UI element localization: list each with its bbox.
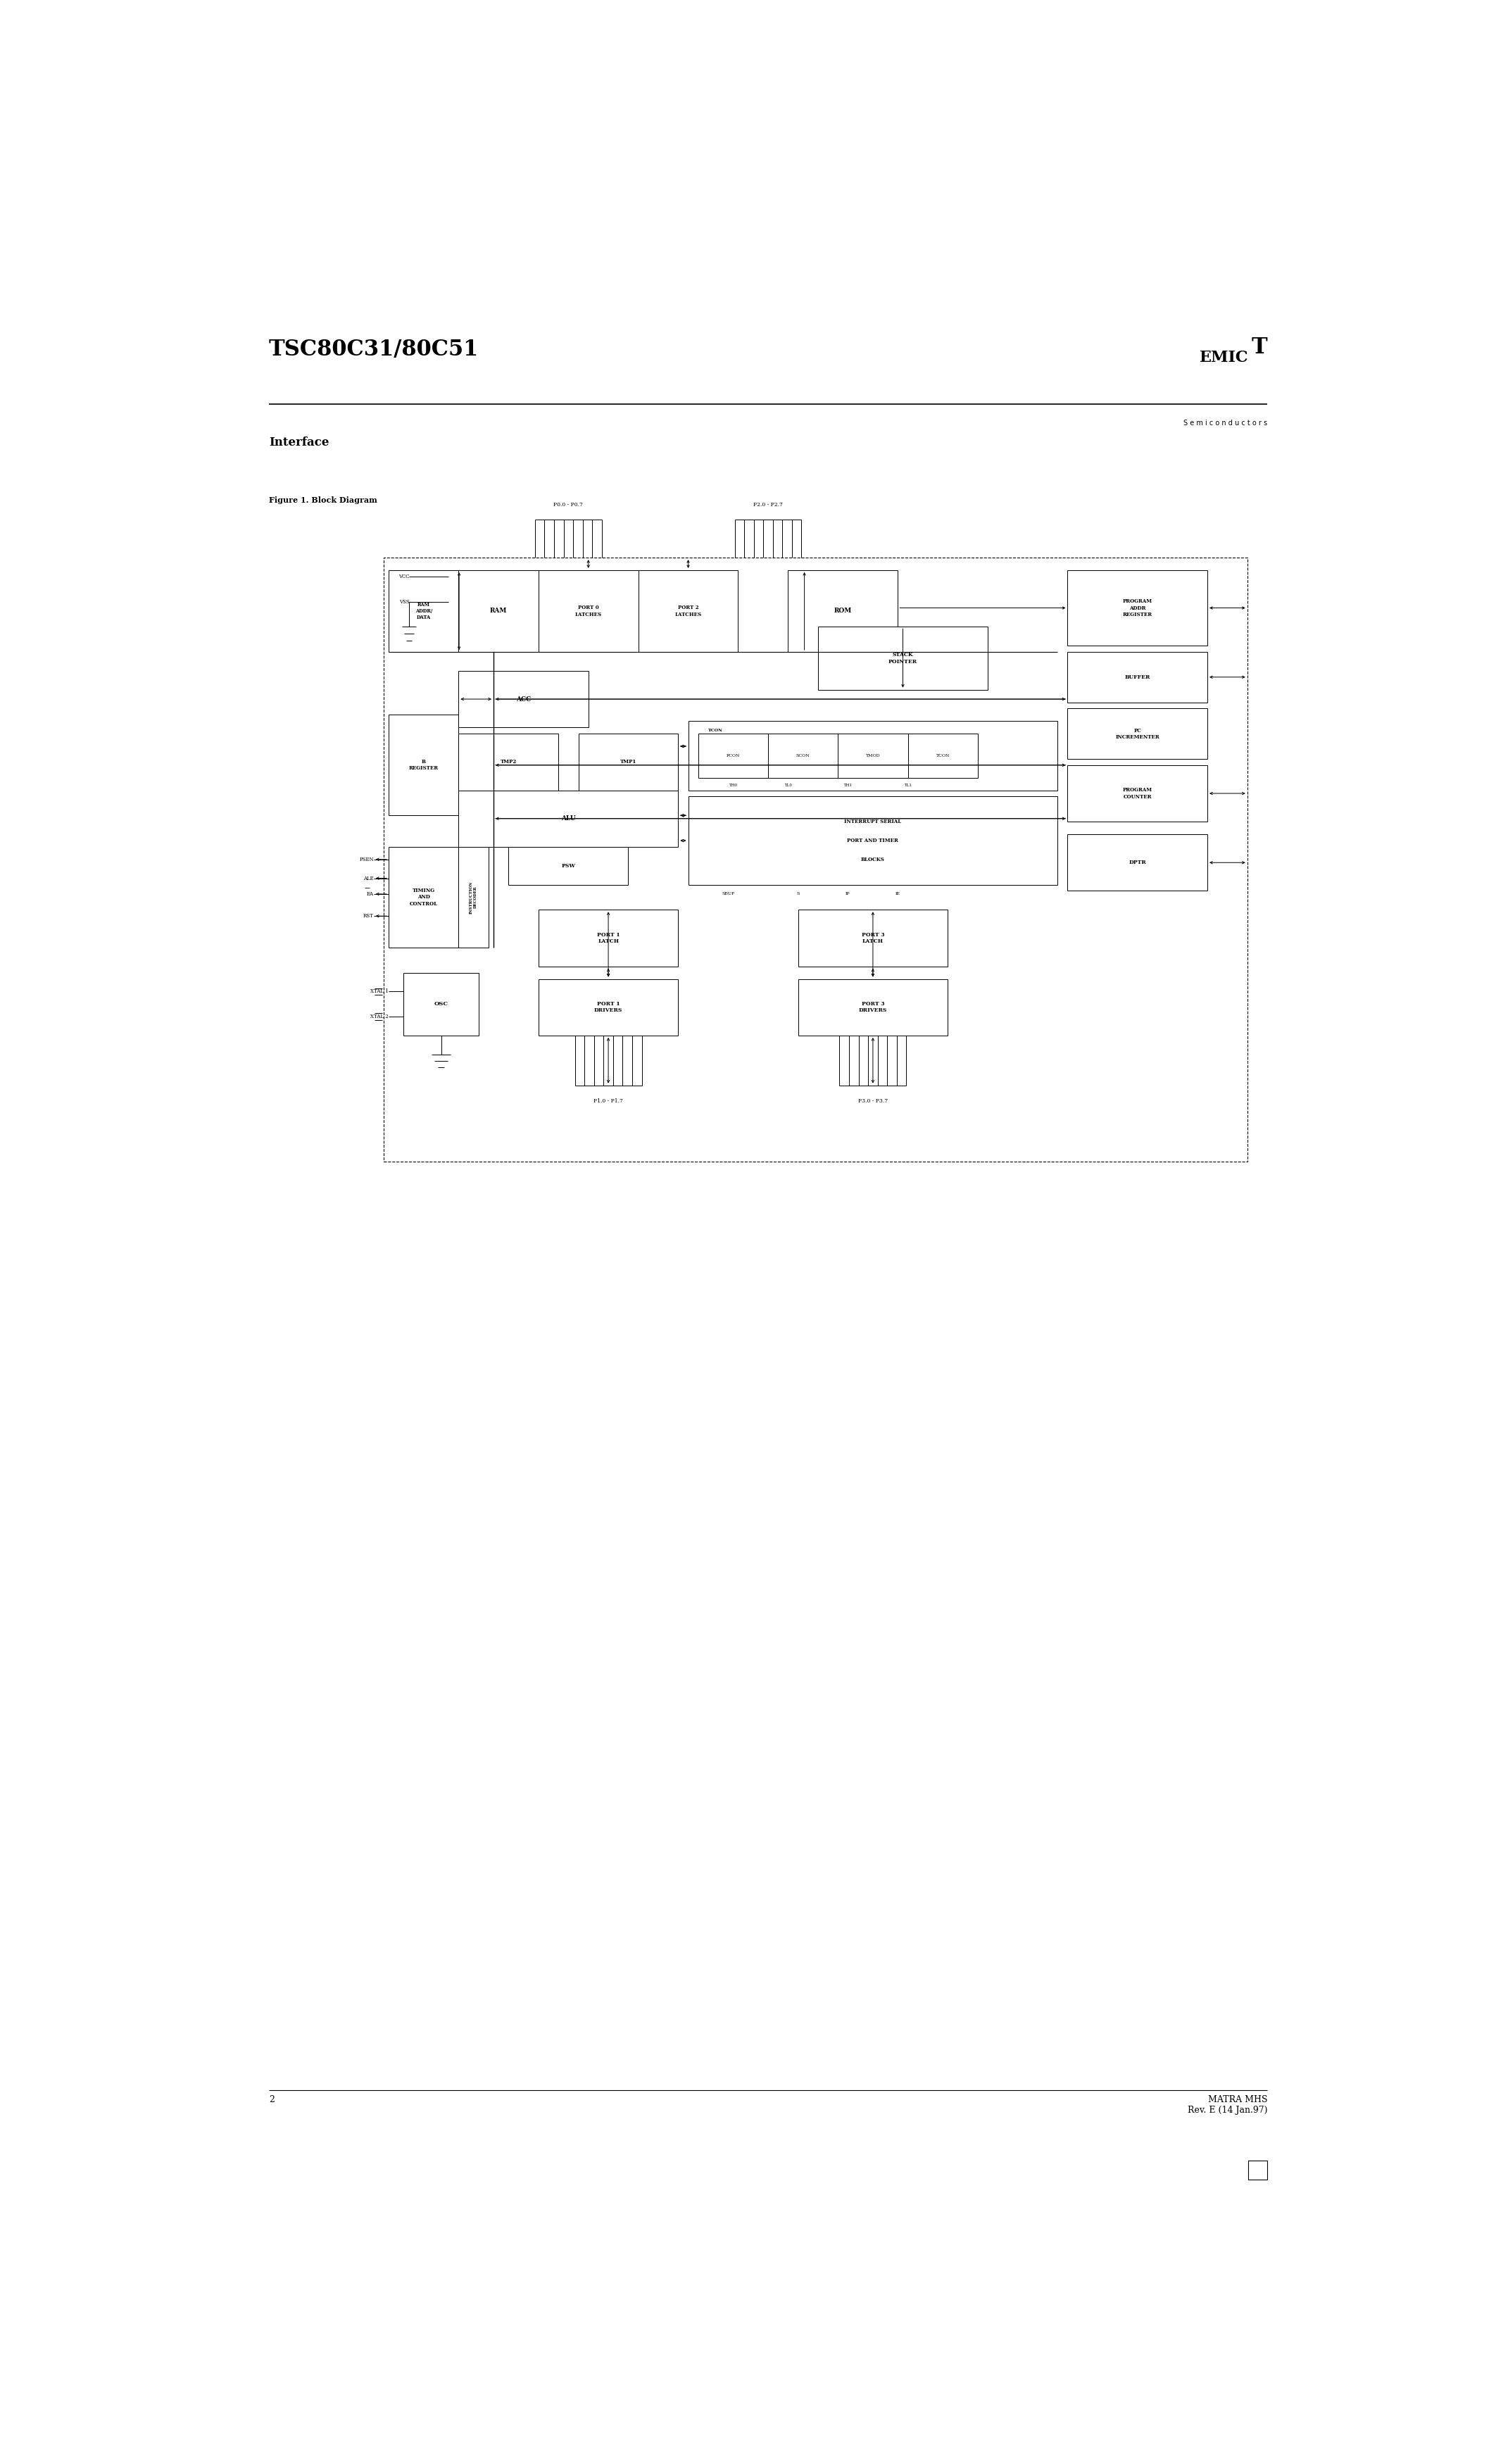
Text: 2: 2 xyxy=(269,2094,274,2104)
Text: XTAL 2: XTAL 2 xyxy=(371,1013,389,1020)
Text: IE: IE xyxy=(896,892,901,897)
Bar xyxy=(639,569,738,653)
Text: IP: IP xyxy=(845,892,850,897)
Bar xyxy=(797,909,948,966)
Text: PORT 3
LATCH: PORT 3 LATCH xyxy=(862,931,884,944)
Bar xyxy=(1068,766,1207,821)
Text: ACC: ACC xyxy=(516,695,531,702)
Text: RAM
ADDR/
DATA: RAM ADDR/ DATA xyxy=(414,601,432,621)
Bar xyxy=(539,909,678,966)
Text: PORT AND TIMER: PORT AND TIMER xyxy=(847,838,899,843)
Text: P2.0 - P2.7: P2.0 - P2.7 xyxy=(754,503,782,508)
Bar xyxy=(788,569,898,653)
Text: INSTRUCTION
DECODER: INSTRUCTION DECODER xyxy=(470,882,477,914)
Bar xyxy=(688,722,1058,791)
Text: T: T xyxy=(1251,335,1267,357)
Text: XTAL 1: XTAL 1 xyxy=(371,988,389,995)
Bar xyxy=(699,734,767,779)
Text: STACK
POINTER: STACK POINTER xyxy=(889,653,917,665)
Text: P0.0 - P0.7: P0.0 - P0.7 xyxy=(554,503,583,508)
Text: ALE: ALE xyxy=(364,875,374,882)
Text: PORT 1
DRIVERS: PORT 1 DRIVERS xyxy=(594,1000,622,1013)
Text: S e m i c o n d u c t o r s: S e m i c o n d u c t o r s xyxy=(1183,419,1267,426)
Bar xyxy=(539,569,639,653)
Text: EMIC: EMIC xyxy=(1200,350,1248,365)
Text: RAM: RAM xyxy=(489,609,507,614)
Bar xyxy=(908,734,978,779)
Bar xyxy=(1068,710,1207,759)
Bar xyxy=(459,791,678,848)
Text: MATRA MHS
Rev. E (14 Jan.97): MATRA MHS Rev. E (14 Jan.97) xyxy=(1188,2094,1267,2114)
Text: S: S xyxy=(796,892,799,897)
Text: TL0: TL0 xyxy=(784,784,791,786)
Text: OSC: OSC xyxy=(434,1000,449,1008)
Bar xyxy=(767,734,838,779)
Text: TMOD: TMOD xyxy=(866,754,880,756)
Bar xyxy=(1068,569,1207,646)
Bar xyxy=(389,848,459,949)
Bar xyxy=(818,626,987,690)
Text: TH1: TH1 xyxy=(844,784,853,786)
Text: PSEN: PSEN xyxy=(359,857,374,862)
Bar xyxy=(1248,2161,1267,2181)
Text: Interface: Interface xyxy=(269,436,329,448)
Text: PC
INCREMENTER: PC INCREMENTER xyxy=(1116,727,1159,739)
Text: TIMING
AND
CONTROL: TIMING AND CONTROL xyxy=(410,887,438,907)
Bar xyxy=(797,978,948,1035)
Text: PROGRAM
ADDR
REGISTER: PROGRAM ADDR REGISTER xyxy=(1122,599,1152,616)
Bar xyxy=(383,557,1248,1161)
Bar xyxy=(389,715,459,816)
Bar xyxy=(389,569,459,653)
Bar xyxy=(579,734,678,791)
Bar xyxy=(459,670,588,727)
Text: PORT 2
LATCHES: PORT 2 LATCHES xyxy=(675,606,702,616)
Bar xyxy=(509,848,628,885)
Text: VCC: VCC xyxy=(398,574,410,579)
Text: SBUF: SBUF xyxy=(721,892,735,897)
Bar xyxy=(1068,835,1207,892)
Text: P1.0 - P1.7: P1.0 - P1.7 xyxy=(594,1099,622,1104)
Bar xyxy=(1068,653,1207,702)
Text: PORT 1
LATCH: PORT 1 LATCH xyxy=(597,931,619,944)
Text: TMP1: TMP1 xyxy=(621,759,636,764)
Text: ALU: ALU xyxy=(561,816,576,821)
Text: DPTR: DPTR xyxy=(1129,860,1146,865)
Bar xyxy=(459,734,558,791)
Text: PORT 0
LATCHES: PORT 0 LATCHES xyxy=(574,606,601,616)
Text: PROGRAM
COUNTER: PROGRAM COUNTER xyxy=(1122,788,1152,798)
Text: VSS: VSS xyxy=(399,599,410,604)
Text: BUFFER: BUFFER xyxy=(1125,675,1150,680)
Bar xyxy=(539,978,678,1035)
Text: RST: RST xyxy=(364,914,374,919)
Bar xyxy=(404,973,479,1035)
Text: TL1: TL1 xyxy=(904,784,911,786)
Text: TH0: TH0 xyxy=(729,784,738,786)
Text: ROM: ROM xyxy=(835,609,851,614)
Text: B
REGISTER: B REGISTER xyxy=(408,759,438,771)
Bar xyxy=(459,848,489,949)
Text: BLOCKS: BLOCKS xyxy=(862,857,884,862)
Text: TSC80C31/80C51: TSC80C31/80C51 xyxy=(269,340,479,360)
Text: TCON: TCON xyxy=(708,729,723,732)
Text: Figure 1. Block Diagram: Figure 1. Block Diagram xyxy=(269,495,377,505)
Bar xyxy=(838,734,908,779)
Text: TCON: TCON xyxy=(936,754,950,756)
Bar xyxy=(459,569,539,653)
Text: PCON: PCON xyxy=(726,754,741,756)
Bar xyxy=(688,796,1058,885)
Text: SCON: SCON xyxy=(796,754,809,756)
Text: TMP2: TMP2 xyxy=(500,759,516,764)
Text: INTERRUPT SERIAL: INTERRUPT SERIAL xyxy=(844,818,902,825)
Text: P3.0 - P3.7: P3.0 - P3.7 xyxy=(859,1099,887,1104)
Text: PSW: PSW xyxy=(561,862,576,867)
Text: EA: EA xyxy=(367,892,374,897)
Text: PORT 3
DRIVERS: PORT 3 DRIVERS xyxy=(859,1000,887,1013)
